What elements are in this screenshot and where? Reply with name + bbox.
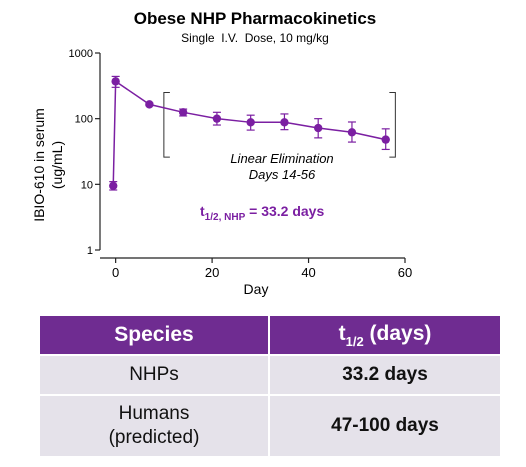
- data-point: [109, 181, 118, 190]
- data-series: [109, 75, 390, 191]
- halflife-t: t: [200, 203, 205, 219]
- halflife-humans: 47-100 days: [268, 394, 500, 456]
- pk-chart: Obese NHP Pharmacokinetics Single I.V. D…: [31, 9, 413, 297]
- table-row: NHPs 33.2 days: [40, 354, 500, 395]
- header-species: Species: [40, 316, 269, 355]
- y-tick-label: 10: [81, 179, 93, 191]
- y-tick-label: 1000: [69, 48, 93, 60]
- species-humans-line2: (predicted): [108, 427, 200, 448]
- series-line: [112, 79, 386, 186]
- y-axis-label: IBIO-610 in serum (ug/mL): [31, 108, 65, 222]
- data-point: [313, 123, 323, 133]
- bracket-left: [163, 92, 170, 158]
- data-point: [347, 128, 357, 137]
- x-tick-label: 0: [112, 265, 119, 280]
- table-row: Humans (predicted) 47-100 days: [40, 394, 500, 456]
- halflife-sub: 1/2, NHP: [205, 212, 246, 223]
- y-axis-label-line2: (ug/mL): [49, 141, 65, 189]
- y-tick-label: 1: [87, 245, 93, 257]
- species-humans: Humans (predicted): [40, 394, 269, 456]
- table-header-row: Species t1/2 (days): [40, 316, 500, 355]
- halflife-annotation: t1/2, NHP = 33.2 days: [200, 203, 324, 223]
- data-point: [212, 114, 222, 123]
- data-point: [145, 100, 154, 109]
- x-tick-label: 60: [398, 265, 412, 280]
- header-halflife-unit: (days): [369, 321, 432, 345]
- species-humans-line1: Humans: [118, 403, 190, 424]
- data-point: [111, 77, 120, 86]
- data-point: [381, 135, 390, 144]
- linear-elimination-bracket: [163, 92, 396, 158]
- ticks: 1 10 100 1000 0 20 40 60: [69, 48, 413, 280]
- data-point: [178, 108, 188, 117]
- chart-subtitle: Single I.V. Dose, 10 mg/kg: [181, 31, 329, 45]
- x-axis-label: Day: [244, 281, 269, 297]
- halflife-value: = 33.2 days: [245, 203, 324, 219]
- halflife-nhp: 33.2 days: [268, 354, 500, 395]
- x-tick-label: 40: [301, 265, 315, 280]
- chart-title: Obese NHP Pharmacokinetics: [134, 9, 377, 28]
- bracket-right: [389, 92, 396, 158]
- header-halflife-t: t: [338, 321, 346, 345]
- axes: [99, 53, 405, 259]
- halflife-table: Species t1/2 (days) NHPs 33.2 days Human…: [40, 316, 500, 456]
- header-halflife: t1/2 (days): [268, 316, 500, 355]
- annotation-linear-line2: Days 14-56: [249, 167, 316, 182]
- header-halflife-sub: 1/2: [345, 333, 364, 349]
- data-point: [246, 118, 255, 127]
- y-axis-label-line1: IBIO-610 in serum: [31, 108, 47, 222]
- species-nhp: NHPs: [40, 354, 269, 395]
- annotation-linear-line1: Linear Elimination: [230, 151, 333, 166]
- y-tick-label: 100: [75, 114, 93, 126]
- x-tick-label: 20: [205, 265, 219, 280]
- data-point: [280, 118, 289, 127]
